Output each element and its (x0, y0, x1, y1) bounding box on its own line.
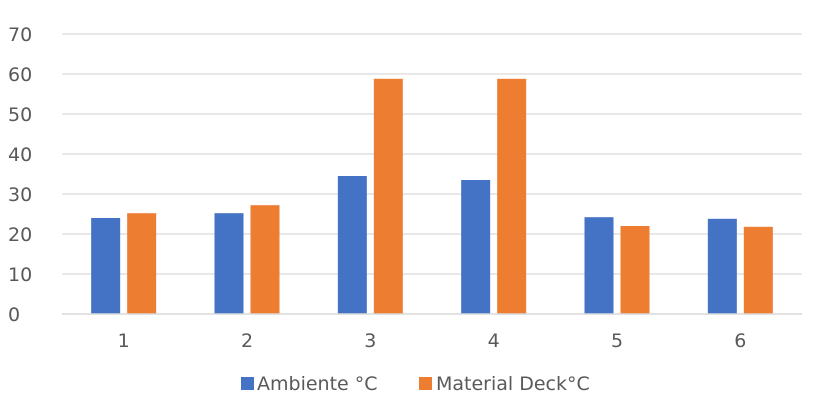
x-tick-label: 4 (488, 330, 500, 352)
bar-ambiente-5 (584, 217, 614, 314)
bar-ambiente-4 (461, 180, 491, 314)
legend-label-material-deck: Material Deck°C (436, 373, 590, 394)
gridlines (62, 33, 802, 275)
y-tick-label: 60 (8, 64, 32, 86)
y-tick-label: 40 (8, 144, 32, 166)
y-axis-ticks: 0 10 20 30 40 50 60 70 (8, 24, 32, 326)
bars (91, 78, 773, 314)
legend: Ambiente °C Material Deck°C (241, 373, 590, 394)
bar-material-deck-1 (127, 213, 157, 314)
y-tick-label: 10 (8, 264, 32, 286)
y-tick-label: 0 (8, 304, 20, 326)
x-tick-label: 3 (364, 330, 376, 352)
bar-ambiente-3 (337, 176, 367, 314)
y-tick-label: 50 (8, 104, 32, 126)
y-tick-label: 30 (8, 184, 32, 206)
y-tick-label: 20 (8, 224, 32, 246)
legend-swatch-ambiente (241, 377, 254, 390)
bar-ambiente-2 (214, 213, 244, 314)
bar-material-deck-6 (743, 226, 773, 314)
y-tick-label: 70 (8, 24, 32, 46)
bar-ambiente-6 (707, 218, 737, 314)
legend-label-ambiente: Ambiente °C (257, 373, 378, 394)
x-axis-ticks: 1 2 3 4 5 6 (118, 330, 747, 352)
legend-swatch-material-deck (419, 377, 432, 390)
x-tick-label: 5 (611, 330, 623, 352)
bar-material-deck-5 (620, 226, 650, 314)
bar-material-deck-2 (250, 205, 280, 314)
x-tick-label: 6 (734, 330, 746, 352)
x-tick-label: 2 (241, 330, 253, 352)
bar-material-deck-4 (497, 78, 527, 314)
x-tick-label: 1 (118, 330, 130, 352)
bar-material-deck-3 (373, 78, 403, 314)
bar-ambiente-1 (91, 218, 121, 314)
